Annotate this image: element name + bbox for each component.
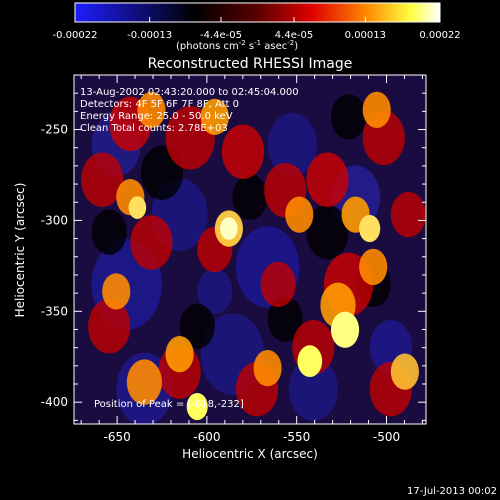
overlay-energy: Energy Range: 25.0 - 50.0 keV <box>80 111 233 122</box>
heatmap-blob <box>253 350 282 387</box>
heatmap-blob <box>359 248 388 286</box>
footer-timestamp: 17-Jul-2013 00:02 <box>407 486 497 497</box>
heatmap-blob <box>362 91 391 129</box>
heatmap-blob <box>186 392 208 421</box>
colorbar: -0.00022 -0.00013 -4.4e-05 4.4e-05 0.00013 0.… <box>53 2 461 52</box>
heatmap-blob <box>197 268 233 315</box>
heatmap-blob <box>81 152 124 207</box>
colorbar-gradient <box>74 2 441 23</box>
heatmap-blob <box>220 217 238 240</box>
heatmap-blob <box>330 311 360 348</box>
heatmap-blob <box>179 303 215 349</box>
heatmap-blob <box>130 215 173 270</box>
colorbar-tick-label: 0.00013 <box>345 30 386 41</box>
overlay-detectors: Detectors: 4F 5F 6F 7F 8F, Att 0 <box>80 99 239 110</box>
colorbar-ticks: -0.00022 -0.00013 -4.4e-05 4.4e-05 0.00013 0.… <box>53 17 461 41</box>
heatmap-blob <box>390 191 426 238</box>
overlay-info: 13-Aug-2002 02:43:20.000 to 02:45:04.000… <box>80 87 299 410</box>
overlay-time: 13-Aug-2002 02:43:20.000 to 02:45:04.000 <box>80 87 299 98</box>
heatmap-blob <box>200 98 229 136</box>
y-tick-label: -250 <box>41 123 68 137</box>
overlay-counts: Clean Total counts: 2.78E+03 <box>80 123 228 134</box>
heatmap-blob <box>285 196 314 233</box>
colorbar-tick-label: -4.4e-05 <box>200 30 242 41</box>
x-axis-label: Heliocentric X (arcsec) <box>182 447 318 461</box>
heatmap-blob <box>288 357 338 421</box>
heatmap-blob <box>297 345 323 378</box>
heatmap-blob <box>359 214 381 243</box>
axis-ticks: -650 -600 -550 -500 -250 -300 -350 -400 <box>41 74 426 444</box>
heatmap-blob <box>260 261 296 308</box>
heatmap-blob <box>390 353 419 390</box>
y-tick-label: -300 <box>41 213 68 227</box>
heatmap-blob <box>88 299 131 354</box>
colorbar-units: (photons cm-2 s-1 asec-2) <box>176 39 298 52</box>
heatmap-blob <box>137 91 166 129</box>
heatmap-blob <box>221 124 265 180</box>
heatmap-blob <box>232 174 268 220</box>
colorbar-tick-label: 4.4e-05 <box>275 30 313 41</box>
colorbar-tick-label: -0.00013 <box>127 30 172 41</box>
heatmap-blob <box>267 296 303 342</box>
colorbar-tick-label: 0.00022 <box>419 30 460 41</box>
colorbar-tick-label: -0.00022 <box>53 30 98 41</box>
heatmap-blob <box>102 273 131 310</box>
y-axis-label: Heliocentric Y (arcsec) <box>13 183 27 318</box>
x-tick-label: -600 <box>193 430 220 444</box>
y-tick-label: -400 <box>41 395 68 409</box>
heatmap-image <box>74 75 426 424</box>
x-tick-label: -650 <box>103 430 130 444</box>
y-tick-label: -350 <box>41 304 68 318</box>
x-tick-label: -500 <box>373 430 400 444</box>
x-tick-label: -550 <box>283 430 310 444</box>
heatmap-blob <box>126 359 162 405</box>
heatmap-blob <box>91 209 127 255</box>
plot-frame <box>73 74 427 425</box>
heatmap-blob <box>165 336 194 373</box>
heatmap-blob <box>267 113 317 177</box>
overlay-peak-position: Position of Peak = [-618,-232] <box>94 399 244 410</box>
heatmap-blobs <box>81 91 426 424</box>
heatmap-blob <box>306 204 349 260</box>
heatmap-blob <box>330 94 367 140</box>
chart-title: Reconstructed RHESSI Image <box>148 56 353 72</box>
heatmap-blob <box>128 196 147 219</box>
heatmap-blob <box>306 152 349 207</box>
